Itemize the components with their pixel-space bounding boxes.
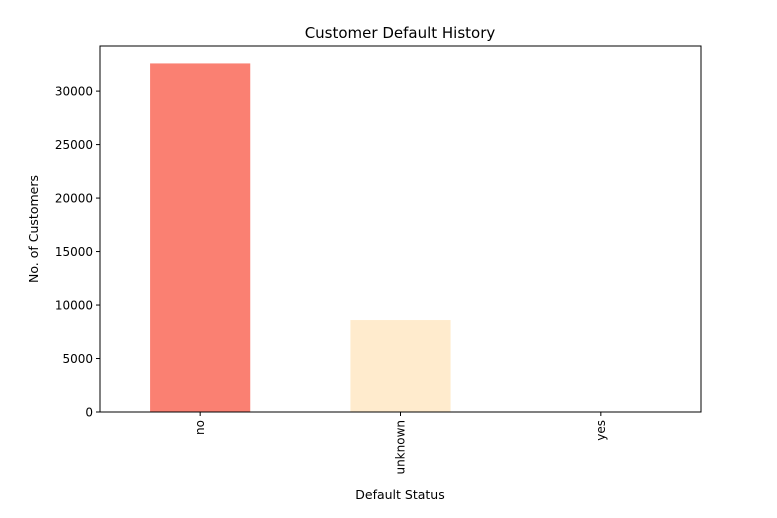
y-axis-label: No. of Customers <box>26 175 41 283</box>
x-tick-label: no <box>193 420 207 435</box>
y-tick-label: 10000 <box>55 299 93 313</box>
chart-title: Customer Default History <box>305 24 496 42</box>
y-tick-label: 25000 <box>55 138 93 152</box>
x-tick-label: unknown <box>394 420 408 475</box>
plot-area <box>99 45 702 413</box>
x-axis: no unknown yes <box>193 412 608 475</box>
x-axis-label: Default Status <box>355 487 444 502</box>
bar-no <box>150 63 251 412</box>
y-tick-label: 0 <box>85 406 93 420</box>
y-tick-label: 15000 <box>55 245 93 259</box>
y-tick-label: 30000 <box>55 85 93 99</box>
y-tick-label: 5000 <box>62 352 93 366</box>
y-axis: 0 5000 10000 15000 20000 25000 30000 <box>55 85 100 420</box>
y-tick-label: 20000 <box>55 192 93 206</box>
x-tick-label: yes <box>594 420 608 441</box>
bar-unknown <box>350 320 451 412</box>
